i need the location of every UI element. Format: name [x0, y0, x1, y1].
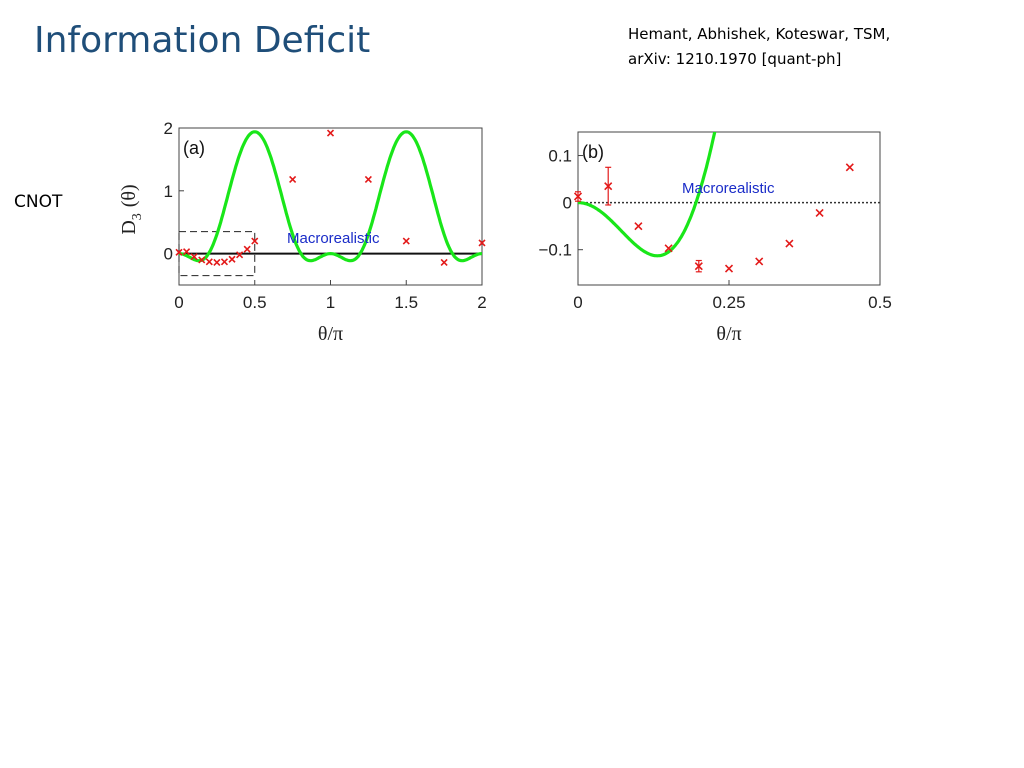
data-point [183, 248, 191, 256]
x-tick-label: 2 [477, 293, 486, 312]
macrorealistic-label: Macrorealistic [682, 180, 775, 197]
y-tick-label: 0 [164, 245, 173, 264]
data-point [755, 257, 764, 266]
panel-label: (b) [582, 142, 604, 162]
data-point [694, 262, 703, 271]
x-tick-label: 0 [174, 293, 183, 312]
data-point [664, 244, 673, 253]
data-point [845, 163, 854, 172]
x-tick-label: 0.5 [243, 293, 267, 312]
macrorealistic-label: Macrorealistic [287, 230, 380, 247]
x-tick-label: 0 [573, 293, 582, 312]
data-point [175, 248, 183, 256]
data-point [573, 192, 583, 201]
y-tick-label: 1 [164, 182, 173, 201]
citation-line-1: Hemant, Abhishek, Koteswar, TSM, [628, 25, 891, 43]
data-point [213, 258, 221, 266]
panel-label: (a) [183, 138, 205, 158]
data-point [604, 182, 613, 191]
data-point [724, 264, 734, 273]
data-point [251, 237, 259, 245]
chart-panel-b: 0 0.25 0.5 0.1 0 −0.1 θ/π (b) Macrorealistic [538, 131, 892, 345]
data-point [785, 239, 794, 248]
x-tick-label: 1.5 [394, 293, 418, 312]
data-point [198, 256, 206, 264]
data-point [815, 208, 824, 218]
x-tick-label: 0.5 [868, 293, 892, 312]
data-point [364, 175, 372, 184]
data-point [190, 253, 198, 261]
y-tick-label: 0 [563, 194, 572, 213]
x-axis-label: θ/π [318, 323, 343, 345]
chart-panel-a: 0 0.5 1 1.5 2 0 1 2 θ/π D3(θ) (a) Macrorealistic [118, 119, 487, 345]
cnot-label: CNOT [14, 192, 63, 212]
theory-curve [578, 132, 717, 258]
data-point [440, 258, 448, 266]
x-tick-label: 1 [326, 293, 335, 312]
data-point [478, 239, 486, 247]
theory-curve [179, 130, 482, 263]
y-tick-label: 2 [164, 119, 173, 138]
plot-frame [577, 131, 881, 286]
data-point [634, 222, 643, 231]
citation: Hemant, Abhishek, Koteswar, TSM, arXiv: … [628, 22, 890, 72]
x-axis-label: θ/π [716, 323, 741, 345]
y-tick-label: 0.1 [548, 147, 572, 166]
y-tick-label: −0.1 [538, 241, 572, 260]
data-point [289, 175, 297, 184]
x-tick-label: 0.25 [712, 293, 745, 312]
data-point [326, 129, 335, 137]
data-point [402, 237, 410, 245]
data-point [243, 245, 251, 253]
data-point [236, 251, 244, 259]
data-point [228, 255, 236, 263]
data-point [205, 258, 213, 266]
data-point [220, 258, 229, 266]
slide-title: Information Deficit [34, 20, 371, 61]
citation-line-2: arXiv: 1210.1970 [quant-ph] [628, 50, 842, 68]
y-axis-label: D3(θ) [118, 184, 145, 234]
